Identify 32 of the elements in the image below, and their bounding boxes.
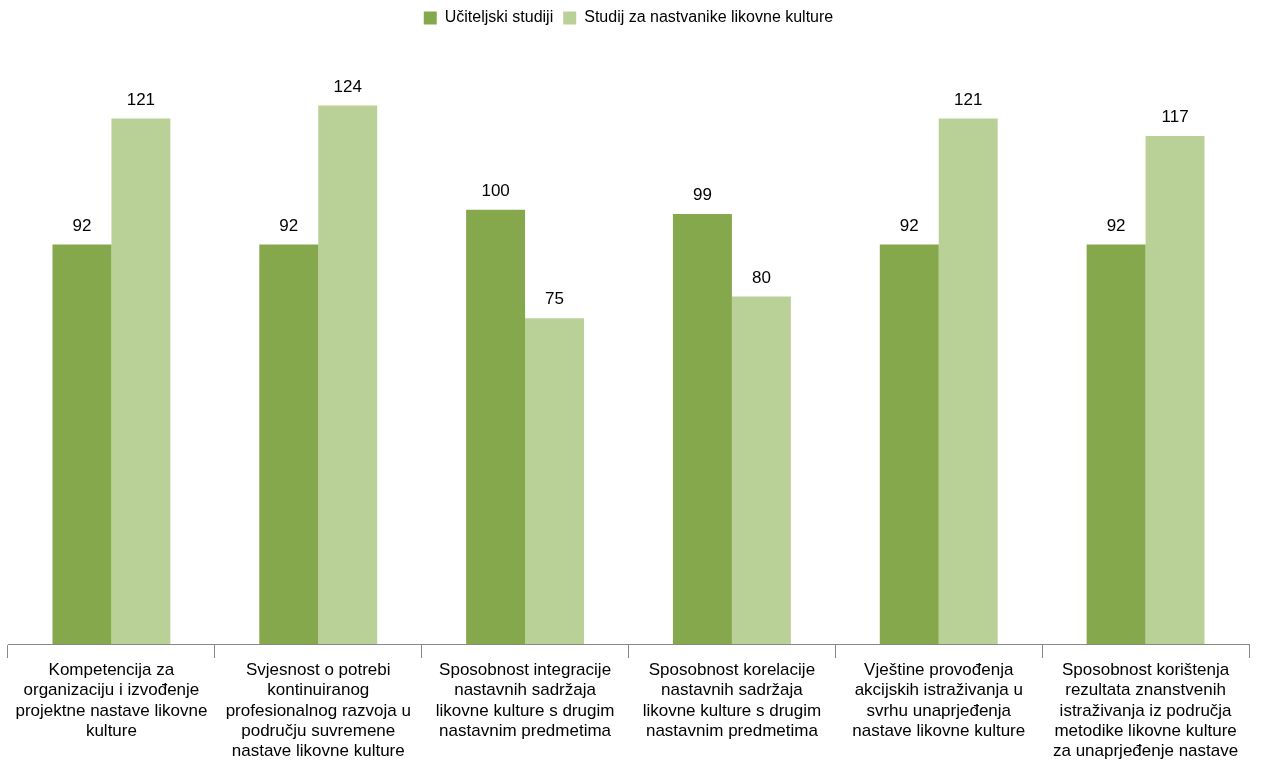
legend-label: Učiteljski studiji [444, 8, 554, 26]
data-label: 75 [545, 289, 565, 309]
data-label: 92 [72, 215, 92, 235]
x-tick-label: Sposobnost korelacije nastavnih sadržaja likovne kulture s drugim nastavnim predmetima [642, 659, 822, 741]
data-label: 124 [333, 76, 362, 96]
x-tick-label: Sposobnost integracije nastavnih sadržaja likovne kulture s drugim nastavnim predmetima [435, 659, 615, 741]
bar [111, 118, 171, 644]
x-tick-label: Vještine provođenja akcijskih istraživanja u svrhu unaprjeđenja nastave likovne kulture [852, 659, 1026, 741]
bar [672, 214, 732, 644]
legend-label: Studij za nastvanike likovne kulture [584, 8, 834, 26]
data-label: 92 [1106, 215, 1126, 235]
bar [938, 118, 998, 644]
bar [1145, 135, 1205, 644]
data-label: 117 [1161, 107, 1189, 127]
bar [525, 318, 585, 644]
x-tick-label: Sposobnost korištenja rezultata znanstvenih istraživanja iz područja metodike likovne kulture za unaprjeđenje nastave [1052, 659, 1239, 761]
data-label: 121 [126, 89, 156, 109]
data-label: 121 [954, 89, 983, 109]
bar [259, 244, 319, 644]
bar [879, 244, 939, 644]
data-label: 92 [899, 215, 919, 235]
data-label: 80 [751, 267, 771, 287]
data-label: 92 [279, 215, 299, 235]
data-label: 100 [481, 180, 510, 200]
x-tick-label: Svjesnost o potrebi kontinuiranog profesionalnog razvoja u području suvremene nastave likovne kulture [225, 659, 411, 761]
bar [731, 296, 791, 644]
bar [466, 209, 526, 644]
bar [318, 105, 378, 644]
data-label: 99 [692, 185, 712, 205]
bar [52, 244, 112, 644]
bar [1086, 244, 1146, 644]
x-tick-label: Kompetencija za organizaciju i izvođenje projektne nastave likovne kulture [15, 659, 208, 741]
